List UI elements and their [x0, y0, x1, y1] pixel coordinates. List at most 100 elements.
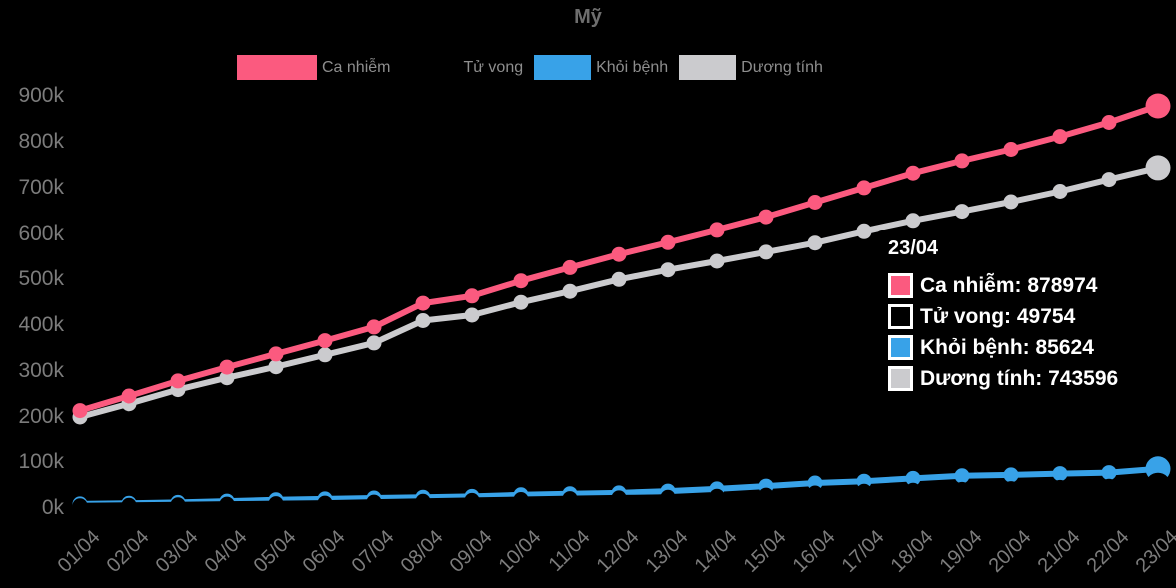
data-point-duong-tinh[interactable]: [1052, 184, 1068, 199]
data-point-ca-nhiem[interactable]: [954, 153, 970, 169]
y-axis-tick-label: 900k: [18, 84, 64, 108]
legend-item-label: Dương tính: [741, 58, 823, 76]
data-point-khoi-benh[interactable]: [954, 468, 970, 484]
data-point-duong-tinh[interactable]: [562, 283, 578, 299]
data-point-tu-vong[interactable]: [268, 496, 284, 512]
data-point-tu-vong[interactable]: [856, 483, 872, 499]
data-point-tu-vong[interactable]: [366, 494, 382, 510]
data-point-ca-nhiem[interactable]: [170, 373, 186, 389]
data-point-tu-vong[interactable]: [562, 491, 578, 507]
data-point-ca-nhiem[interactable]: [807, 195, 823, 210]
data-point-khoi-benh[interactable]: [1003, 467, 1019, 483]
data-point-duong-tinh[interactable]: [954, 204, 970, 220]
data-point-ca-nhiem[interactable]: [611, 246, 627, 262]
data-point-ca-nhiem[interactable]: [268, 346, 284, 362]
data-point-tu-vong[interactable]: [660, 489, 676, 505]
data-point-tu-vong[interactable]: [807, 485, 823, 501]
data-point-duong-tinh[interactable]: [905, 213, 921, 229]
data-point-ca-nhiem[interactable]: [513, 273, 529, 289]
data-point-duong-tinh[interactable]: [1101, 172, 1117, 188]
data-point-tu-vong[interactable]: [709, 488, 725, 504]
data-point-ca-nhiem[interactable]: [660, 234, 676, 250]
data-point-tu-vong[interactable]: [954, 481, 970, 497]
data-point-ca-nhiem[interactable]: [415, 295, 431, 311]
data-point-ca-nhiem[interactable]: [905, 165, 921, 181]
data-point-duong-tinh[interactable]: [807, 235, 823, 251]
data-point-khoi-benh[interactable]: [905, 470, 921, 486]
y-axis-tick-label: 800k: [18, 130, 64, 154]
y-axis-tick-label: 700k: [18, 175, 64, 199]
data-point-ca-nhiem[interactable]: [72, 403, 88, 419]
data-point-duong-tinh[interactable]: [317, 347, 333, 363]
tooltip-row-text: Tử vong: 49754: [920, 304, 1076, 328]
legend-swatch-tu-vong: [401, 55, 459, 80]
data-point-ca-nhiem[interactable]: [121, 388, 137, 404]
tooltip-row: Tử vong: 49754: [888, 301, 1164, 332]
data-point-ca-nhiem[interactable]: [464, 288, 480, 304]
data-point-duong-tinh[interactable]: [1145, 155, 1171, 181]
legend-item-duong-tinh[interactable]: Dương tính: [679, 55, 823, 80]
legend-item-label: Ca nhiễm: [322, 58, 391, 76]
data-point-tu-vong[interactable]: [611, 490, 627, 506]
tooltip-row: Khỏi bệnh: 85624: [888, 332, 1164, 363]
tooltip-series-swatch: [888, 335, 913, 360]
legend-item-label: Tử vong: [463, 58, 524, 76]
tooltip-row: Dương tính: 743596: [888, 363, 1164, 394]
data-point-tu-vong[interactable]: [121, 497, 137, 513]
data-point-tu-vong[interactable]: [219, 496, 235, 512]
tooltip-row: Ca nhiễm: 878974: [888, 270, 1164, 301]
data-point-ca-nhiem[interactable]: [317, 333, 333, 349]
data-point-ca-nhiem[interactable]: [1003, 142, 1019, 157]
data-point-duong-tinh[interactable]: [464, 307, 480, 323]
data-point-tu-vong[interactable]: [170, 497, 186, 513]
data-point-khoi-benh[interactable]: [1052, 466, 1068, 482]
data-point-tu-vong[interactable]: [1003, 481, 1019, 497]
data-point-duong-tinh[interactable]: [660, 262, 676, 278]
data-point-ca-nhiem[interactable]: [366, 319, 382, 335]
data-point-duong-tinh[interactable]: [268, 359, 284, 375]
tooltip-series-swatch: [888, 366, 913, 391]
data-point-tu-vong[interactable]: [464, 492, 480, 508]
data-point-ca-nhiem[interactable]: [1101, 115, 1117, 130]
data-point-tu-vong[interactable]: [1101, 478, 1117, 494]
data-point-duong-tinh[interactable]: [758, 244, 774, 260]
data-point-ca-nhiem[interactable]: [709, 222, 725, 238]
legend-item-khoi-benh[interactable]: Khỏi bệnh: [534, 55, 668, 80]
data-point-duong-tinh[interactable]: [415, 313, 431, 328]
legend-swatch-duong-tinh: [679, 55, 737, 80]
data-point-ca-nhiem[interactable]: [1145, 93, 1171, 119]
data-point-duong-tinh[interactable]: [856, 223, 872, 239]
legend-item-tu-vong[interactable]: Tử vong: [401, 55, 523, 80]
y-axis-tick-label: 200k: [18, 404, 64, 428]
data-point-duong-tinh[interactable]: [513, 294, 529, 310]
data-point-tu-vong[interactable]: [905, 482, 921, 498]
data-point-tu-vong[interactable]: [1145, 472, 1171, 498]
data-point-duong-tinh[interactable]: [1003, 194, 1019, 210]
chart-legend: Ca nhiễm Tử vong Khỏi bệnh Dương tính: [237, 55, 823, 80]
data-point-duong-tinh[interactable]: [611, 271, 627, 287]
data-point-duong-tinh[interactable]: [709, 253, 725, 269]
tooltip-row-text: Khỏi bệnh: 85624: [920, 335, 1094, 359]
data-point-duong-tinh[interactable]: [219, 370, 235, 386]
data-point-tu-vong[interactable]: [415, 493, 431, 509]
data-point-ca-nhiem[interactable]: [219, 359, 235, 375]
data-point-tu-vong[interactable]: [513, 492, 529, 507]
data-point-tu-vong[interactable]: [72, 498, 88, 514]
y-axis-tick-label: 500k: [18, 267, 64, 291]
legend-swatch-ca-nhiem: [237, 55, 317, 80]
legend-item-label: Khỏi bệnh: [596, 58, 669, 76]
data-point-tu-vong[interactable]: [317, 495, 333, 511]
data-point-ca-nhiem[interactable]: [856, 180, 872, 196]
data-point-ca-nhiem[interactable]: [562, 259, 578, 275]
data-point-tu-vong[interactable]: [758, 487, 774, 503]
data-point-ca-nhiem[interactable]: [1052, 129, 1068, 145]
y-axis-tick-label: 0k: [41, 496, 64, 519]
y-axis-tick-label: 400k: [18, 313, 64, 337]
data-point-khoi-benh[interactable]: [1101, 465, 1117, 481]
data-point-tu-vong[interactable]: [1052, 479, 1068, 495]
data-point-ca-nhiem[interactable]: [758, 209, 774, 225]
data-point-duong-tinh[interactable]: [366, 335, 382, 351]
legend-item-ca-nhiem[interactable]: Ca nhiễm: [237, 55, 390, 80]
